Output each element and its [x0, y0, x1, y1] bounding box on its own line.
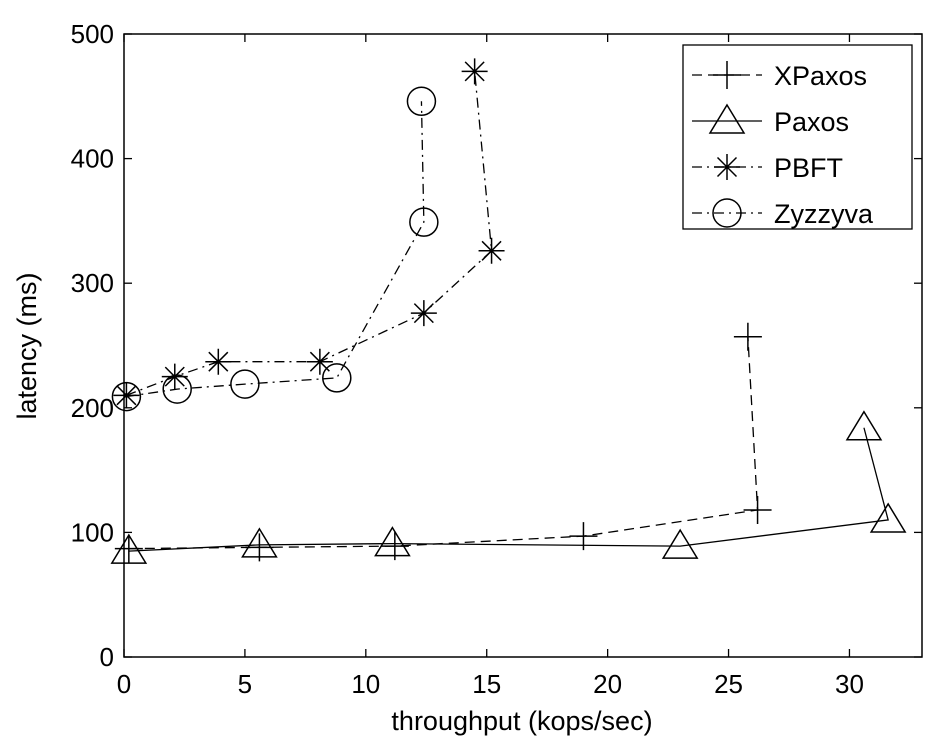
data-point	[869, 502, 907, 533]
legend-label: PBFT	[774, 153, 843, 183]
x-tick-label: 25	[714, 669, 743, 699]
data-point	[241, 527, 278, 558]
x-tick-label: 30	[835, 669, 864, 699]
legend-marker	[708, 103, 746, 134]
data-point	[162, 374, 192, 404]
x-tick-label: 0	[117, 669, 131, 699]
legend-marker	[713, 61, 741, 89]
data-point	[733, 322, 762, 351]
data-point	[111, 381, 142, 412]
data-point	[110, 533, 148, 564]
data-point	[113, 382, 140, 409]
data-point	[845, 410, 883, 441]
y-tick-label: 500	[71, 19, 114, 49]
y-axis-title: latency (ms)	[12, 272, 42, 419]
data-point	[406, 86, 437, 117]
data-point	[114, 534, 143, 563]
y-tick-label: 0	[100, 642, 114, 672]
data-point	[374, 526, 411, 557]
x-tick-label: 10	[351, 669, 380, 699]
data-point	[306, 348, 333, 375]
series-paxos	[110, 410, 907, 564]
data-point	[322, 363, 352, 393]
data-point	[205, 348, 232, 375]
series-pbft	[113, 58, 505, 409]
series-line	[126, 101, 425, 398]
x-tick-label: 20	[593, 669, 622, 699]
series-line	[126, 71, 493, 396]
data-point	[230, 369, 260, 399]
series-zyzzyva	[111, 86, 439, 412]
y-tick-label: 300	[71, 268, 114, 298]
plot-frame	[123, 33, 923, 658]
data-point	[161, 363, 188, 390]
series-line	[128, 427, 889, 552]
data-point	[661, 528, 699, 559]
legend-label: Zyzzyva	[774, 199, 874, 229]
data-point	[409, 207, 439, 237]
x-axis-title: throughput (kops/sec)	[391, 706, 652, 736]
legend-marker	[712, 198, 742, 228]
legend-label: Paxos	[774, 107, 849, 137]
y-tick-label: 100	[71, 517, 114, 547]
legend: XPaxos Paxos PBFT Zyzzyva	[682, 44, 913, 230]
data-point	[410, 300, 437, 327]
data-point	[461, 58, 488, 85]
data-point	[743, 495, 772, 524]
x-tick-label: 5	[238, 669, 252, 699]
y-tick-label: 400	[71, 144, 114, 174]
y-tick-label: 200	[71, 393, 114, 423]
legend-marker	[714, 154, 740, 180]
series-line	[128, 336, 759, 550]
series-layer	[110, 58, 907, 564]
x-tick-label: 15	[472, 669, 501, 699]
data-point	[478, 237, 505, 264]
series-xpaxos	[114, 322, 772, 563]
legend-label: XPaxos	[774, 61, 867, 91]
